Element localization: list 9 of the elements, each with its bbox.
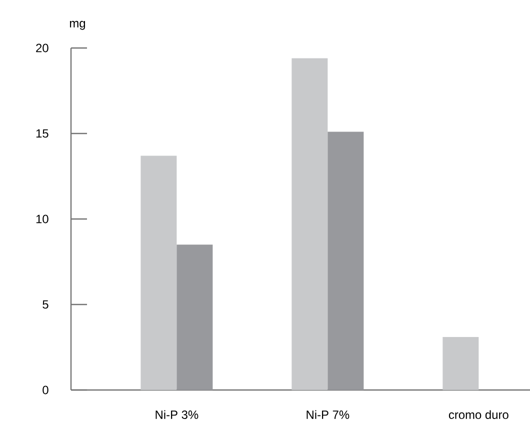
x-tick-label: cromo duro bbox=[448, 410, 508, 419]
y-tick-label: 5 bbox=[42, 300, 48, 309]
y-tick-label: 15 bbox=[36, 129, 48, 138]
x-tick-label: Ni-P 7% bbox=[306, 410, 350, 419]
y-tick-label: 20 bbox=[36, 44, 48, 52]
y-axis-title: mg bbox=[70, 20, 86, 30]
y-tick-label: 0 bbox=[42, 386, 48, 394]
y-tick-label: 10 bbox=[36, 214, 48, 224]
x-tick-label: Ni-P 3% bbox=[156, 410, 198, 419]
